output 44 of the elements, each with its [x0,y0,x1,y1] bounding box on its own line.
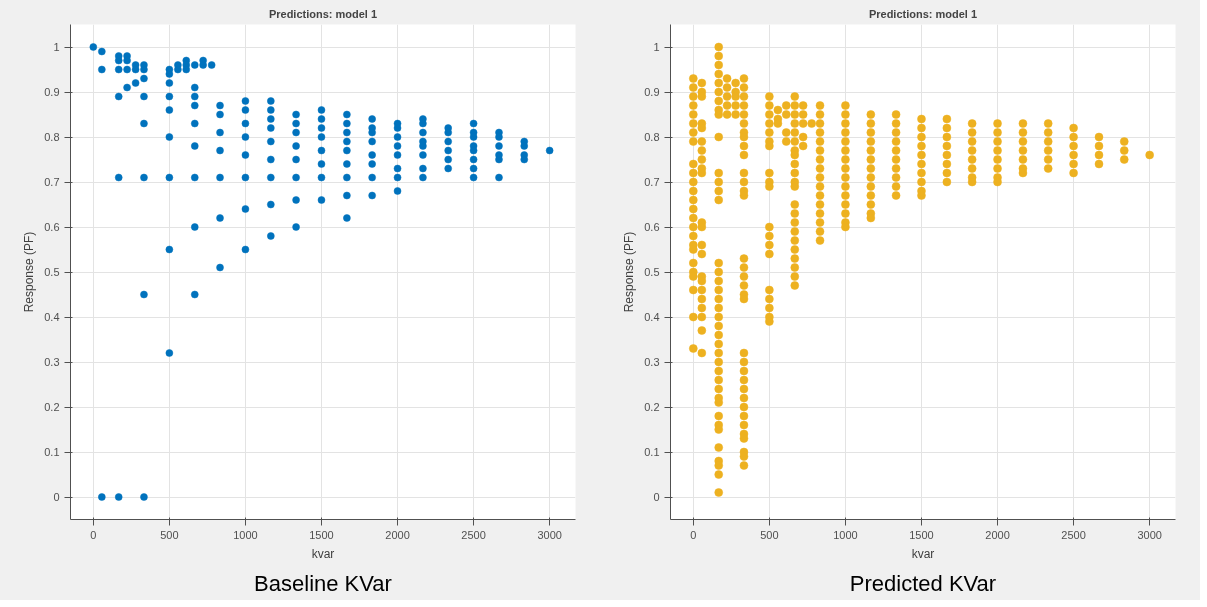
y-tick-label: 0.2 [644,401,660,413]
y-tick-label: 0.2 [44,401,60,413]
y-tick-label: 0.5 [644,266,660,278]
y-tick-label: 0.4 [644,311,660,323]
y-tick-label: 0.7 [44,176,60,188]
y-axis-title: Response (PF) [22,231,37,313]
y-tick-label: 0.7 [644,176,660,188]
y-tick-label: 0.3 [644,356,660,368]
x-tick-label: 1000 [833,528,858,541]
y-tick-label: 1 [53,41,60,53]
y-tick-label: 0.6 [644,221,660,233]
y-tick-label: 0.5 [44,266,60,278]
x-axis-title: kvar [311,546,335,561]
y-tick-label: 0.4 [44,311,60,323]
x-tick-label: 1500 [909,528,934,541]
x-tick-label: 0 [690,528,697,541]
y-tick-label: 0.6 [44,221,60,233]
x-tick-label: 1500 [309,528,334,541]
y-tick-label: 0.9 [644,86,660,98]
x-tick-label: 2000 [985,528,1010,541]
x-tick-label: 2000 [385,528,410,541]
y-tick-label: 0 [53,491,60,503]
y-tick-label: 1 [653,41,660,53]
y-tick-label: 0.8 [644,131,660,143]
x-tick-label: 3000 [1137,528,1162,541]
x-tick-label: 500 [760,528,779,541]
text: Baseline KVar [254,570,392,596]
y-tick-label: 0.9 [44,86,60,98]
y-tick-label: 0.3 [44,356,60,368]
x-tick-label: 2500 [1061,528,1086,541]
text: Predicted KVar [849,570,997,596]
x-tick-label: 0 [90,528,97,541]
x-tick-label: 2500 [461,528,486,541]
y-tick-label: 0.8 [44,131,60,143]
x-tick-label: 3000 [537,528,562,541]
y-axis-title: Response (PF) [622,231,637,313]
chart-title: Predictions: model 1 [268,7,378,20]
y-tick-label: 0 [653,491,660,503]
x-axis-title: kvar [911,546,935,561]
x-tick-label: 1000 [233,528,258,541]
y-tick-label: 0.1 [644,446,660,458]
chart-title: Predictions: model 1 [868,7,978,20]
y-tick-label: 0.1 [44,446,60,458]
x-tick-label: 500 [160,528,179,541]
